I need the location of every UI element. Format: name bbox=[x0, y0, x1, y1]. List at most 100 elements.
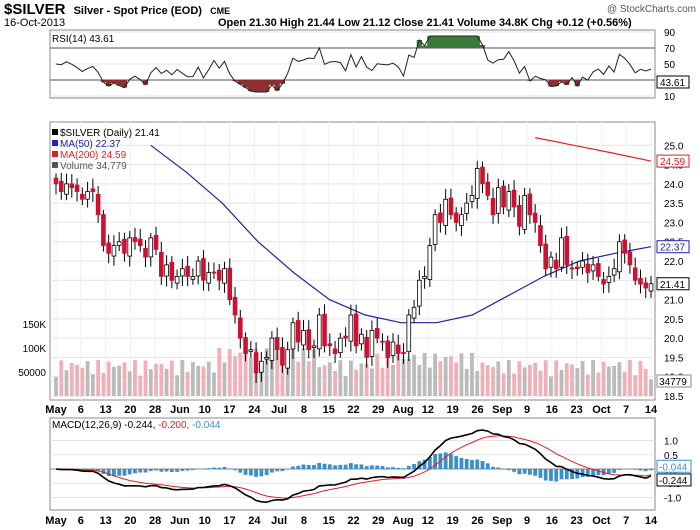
price-box-label: 21.41 bbox=[660, 280, 685, 291]
candle bbox=[517, 195, 522, 236]
candle-body bbox=[85, 191, 90, 200]
volume-bar bbox=[438, 361, 443, 396]
volume-bar bbox=[80, 367, 85, 396]
macd-hist-bar bbox=[280, 469, 285, 472]
candle-body bbox=[422, 276, 427, 279]
x-label-top: 29 bbox=[372, 404, 384, 416]
macd-hist-bar bbox=[227, 468, 232, 469]
volume-bar bbox=[401, 358, 406, 396]
price-tick-label: 24.0 bbox=[664, 180, 684, 191]
volume-bar bbox=[564, 363, 569, 396]
x-label-top: 26 bbox=[471, 404, 483, 416]
candle-body bbox=[143, 247, 148, 258]
macd-hist-bar bbox=[143, 469, 148, 473]
watermark: @ StockCharts.com bbox=[607, 4, 696, 15]
candle bbox=[411, 300, 417, 324]
volume-bar bbox=[154, 363, 158, 396]
price-value-box: 22.37 bbox=[656, 240, 690, 254]
candle bbox=[206, 262, 211, 292]
x-label-top: Jun bbox=[170, 404, 190, 416]
macd-hist-bar bbox=[285, 469, 290, 470]
rsi-overbought-fill bbox=[316, 36, 486, 48]
x-label-top: 23 bbox=[571, 404, 583, 416]
x-label-bottom: Sep bbox=[492, 515, 512, 527]
candle-body bbox=[306, 329, 312, 351]
candle-body bbox=[559, 237, 564, 268]
x-label-top: Sep bbox=[492, 404, 512, 416]
volume-bar bbox=[222, 362, 227, 396]
candle-body bbox=[201, 258, 206, 281]
volume-bar bbox=[233, 356, 237, 396]
volume-bar bbox=[496, 361, 501, 396]
macd-hist-bar bbox=[317, 462, 322, 469]
candle-body bbox=[574, 266, 580, 270]
volume-bar bbox=[517, 361, 522, 396]
candle-body bbox=[332, 348, 338, 354]
volume-bar bbox=[412, 354, 416, 396]
volume-bar bbox=[422, 352, 427, 396]
price-tick-label: 25.0 bbox=[664, 141, 684, 152]
candle bbox=[180, 258, 185, 286]
candle-body bbox=[532, 212, 538, 223]
x-label-bottom: 6 bbox=[78, 515, 84, 527]
volume-bar bbox=[628, 360, 632, 396]
candle bbox=[280, 337, 285, 373]
candle-body bbox=[222, 268, 227, 284]
macd-hist-bar bbox=[638, 469, 643, 471]
x-label-top: 17 bbox=[223, 404, 235, 416]
candle-body bbox=[80, 193, 85, 200]
candle-body bbox=[427, 245, 433, 280]
candle bbox=[422, 266, 427, 289]
candle bbox=[53, 173, 59, 195]
candle-body bbox=[527, 193, 533, 216]
candle bbox=[127, 231, 133, 267]
candle bbox=[311, 339, 317, 358]
volume-bar bbox=[475, 370, 480, 396]
volume-bar bbox=[291, 349, 295, 396]
macd-hist-bar bbox=[464, 459, 469, 469]
volume-bar bbox=[117, 365, 122, 396]
candle-body bbox=[101, 214, 106, 246]
macd-hist-bar bbox=[433, 453, 438, 469]
price-tick-label: 18.5 bbox=[664, 392, 684, 403]
ohlc-stats: Open 21.30 High 21.44 Low 21.12 Close 21… bbox=[218, 17, 632, 29]
candle-body bbox=[617, 241, 622, 273]
volume-bar bbox=[601, 361, 606, 396]
macd-hist-bar bbox=[633, 469, 638, 470]
candle bbox=[132, 227, 138, 250]
x-label-top: 22 bbox=[347, 404, 359, 416]
volume-bar bbox=[180, 360, 185, 396]
candles bbox=[53, 160, 654, 383]
macd-hist-bar bbox=[301, 464, 306, 469]
x-label-bottom: 15 bbox=[323, 515, 335, 527]
macd-hist-bar bbox=[222, 466, 227, 469]
x-label-top: 12 bbox=[422, 404, 434, 416]
volume-bar bbox=[617, 362, 622, 396]
volume-bar bbox=[175, 375, 180, 396]
volume-bar bbox=[280, 352, 285, 396]
macd-hist-bar bbox=[196, 468, 201, 470]
volume-bar bbox=[148, 369, 153, 396]
volume-axis-ticks: 150K 100K 50000 bbox=[18, 320, 46, 379]
volume-bar bbox=[122, 362, 127, 396]
candle bbox=[417, 270, 422, 316]
volume-bars bbox=[54, 348, 653, 396]
volume-bar bbox=[575, 368, 580, 396]
svg-text:34779: 34779 bbox=[659, 377, 687, 388]
price-box-frame bbox=[656, 277, 690, 291]
candle bbox=[590, 255, 596, 280]
candle-body bbox=[501, 185, 506, 208]
macd-hist-bar bbox=[185, 469, 190, 471]
candle-body bbox=[569, 267, 575, 270]
candle bbox=[190, 268, 196, 285]
candle-body bbox=[506, 191, 512, 211]
volume-bar bbox=[633, 375, 638, 396]
candle bbox=[459, 207, 464, 236]
candle bbox=[606, 266, 612, 293]
macd-hist-bar bbox=[427, 457, 432, 469]
rsi-grid bbox=[50, 31, 655, 97]
volume-bar bbox=[296, 361, 301, 396]
candle-body bbox=[580, 260, 585, 268]
candle bbox=[406, 309, 412, 362]
